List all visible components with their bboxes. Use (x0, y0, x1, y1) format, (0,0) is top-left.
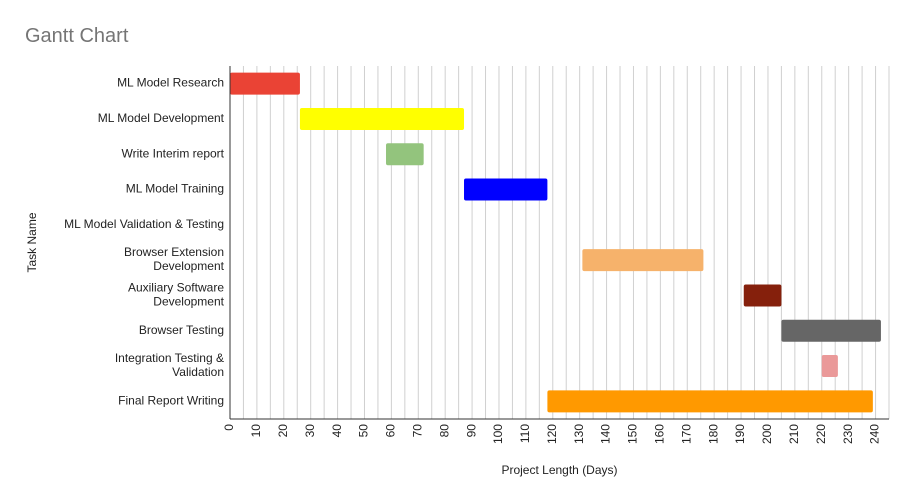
x-tick-label: 170 (679, 424, 693, 444)
x-tick-label: 30 (303, 424, 317, 438)
x-tick-label: 10 (249, 424, 263, 438)
x-tick-label: 150 (626, 424, 640, 444)
x-axis-title: Project Length (Days) (501, 463, 617, 477)
x-tick-label: 60 (384, 424, 398, 438)
gantt-bar (386, 143, 424, 166)
x-tick-label: 130 (572, 424, 586, 444)
task-label: ML Model Validation & Testing (64, 217, 224, 231)
gantt-bar (230, 72, 300, 95)
chart-title: Gantt Chart (25, 25, 129, 47)
gantt-bar (464, 178, 548, 201)
x-tick-label: 20 (276, 424, 290, 438)
x-tick-label: 50 (357, 424, 371, 438)
gantt-bar (547, 390, 873, 413)
task-label: Write Interim report (122, 146, 225, 160)
x-tick-label: 100 (491, 424, 505, 444)
x-tick-label: 220 (814, 424, 828, 444)
task-label: ML Model Research (117, 76, 224, 90)
gantt-bar (781, 319, 881, 342)
gantt-bar (743, 284, 782, 307)
gantt-bar (582, 249, 704, 272)
x-tick-label: 80 (437, 424, 451, 438)
gantt-bar (299, 107, 465, 130)
task-label: Browser Extension Development (124, 245, 225, 273)
x-tick-label: 0 (222, 424, 236, 431)
x-tick-label: 110 (518, 424, 532, 443)
x-tick-label: 230 (841, 424, 855, 444)
task-label: Final Report Writing (118, 394, 224, 408)
gantt-bar (821, 355, 838, 378)
task-label: Browser Testing (139, 323, 224, 337)
x-tick-label: 40 (330, 424, 344, 438)
x-tick-label: 190 (733, 424, 747, 444)
x-tick-label: 90 (464, 424, 478, 438)
task-label: ML Model Training (126, 182, 224, 196)
x-tick-label: 160 (653, 424, 667, 444)
x-tick-label: 180 (706, 424, 720, 444)
y-axis-title: Task Name (25, 212, 39, 272)
task-label: Auxiliary Software Development (128, 281, 225, 309)
x-tick-label: 120 (545, 424, 559, 444)
task-label: ML Model Development (98, 111, 225, 125)
x-tick-label: 240 (868, 424, 882, 444)
task-label: Integration Testing & Validation (115, 351, 224, 379)
x-tick-label: 210 (787, 424, 801, 444)
x-tick-label: 140 (599, 424, 613, 444)
x-tick-label: 200 (760, 424, 774, 444)
x-tick-label: 70 (410, 424, 424, 438)
